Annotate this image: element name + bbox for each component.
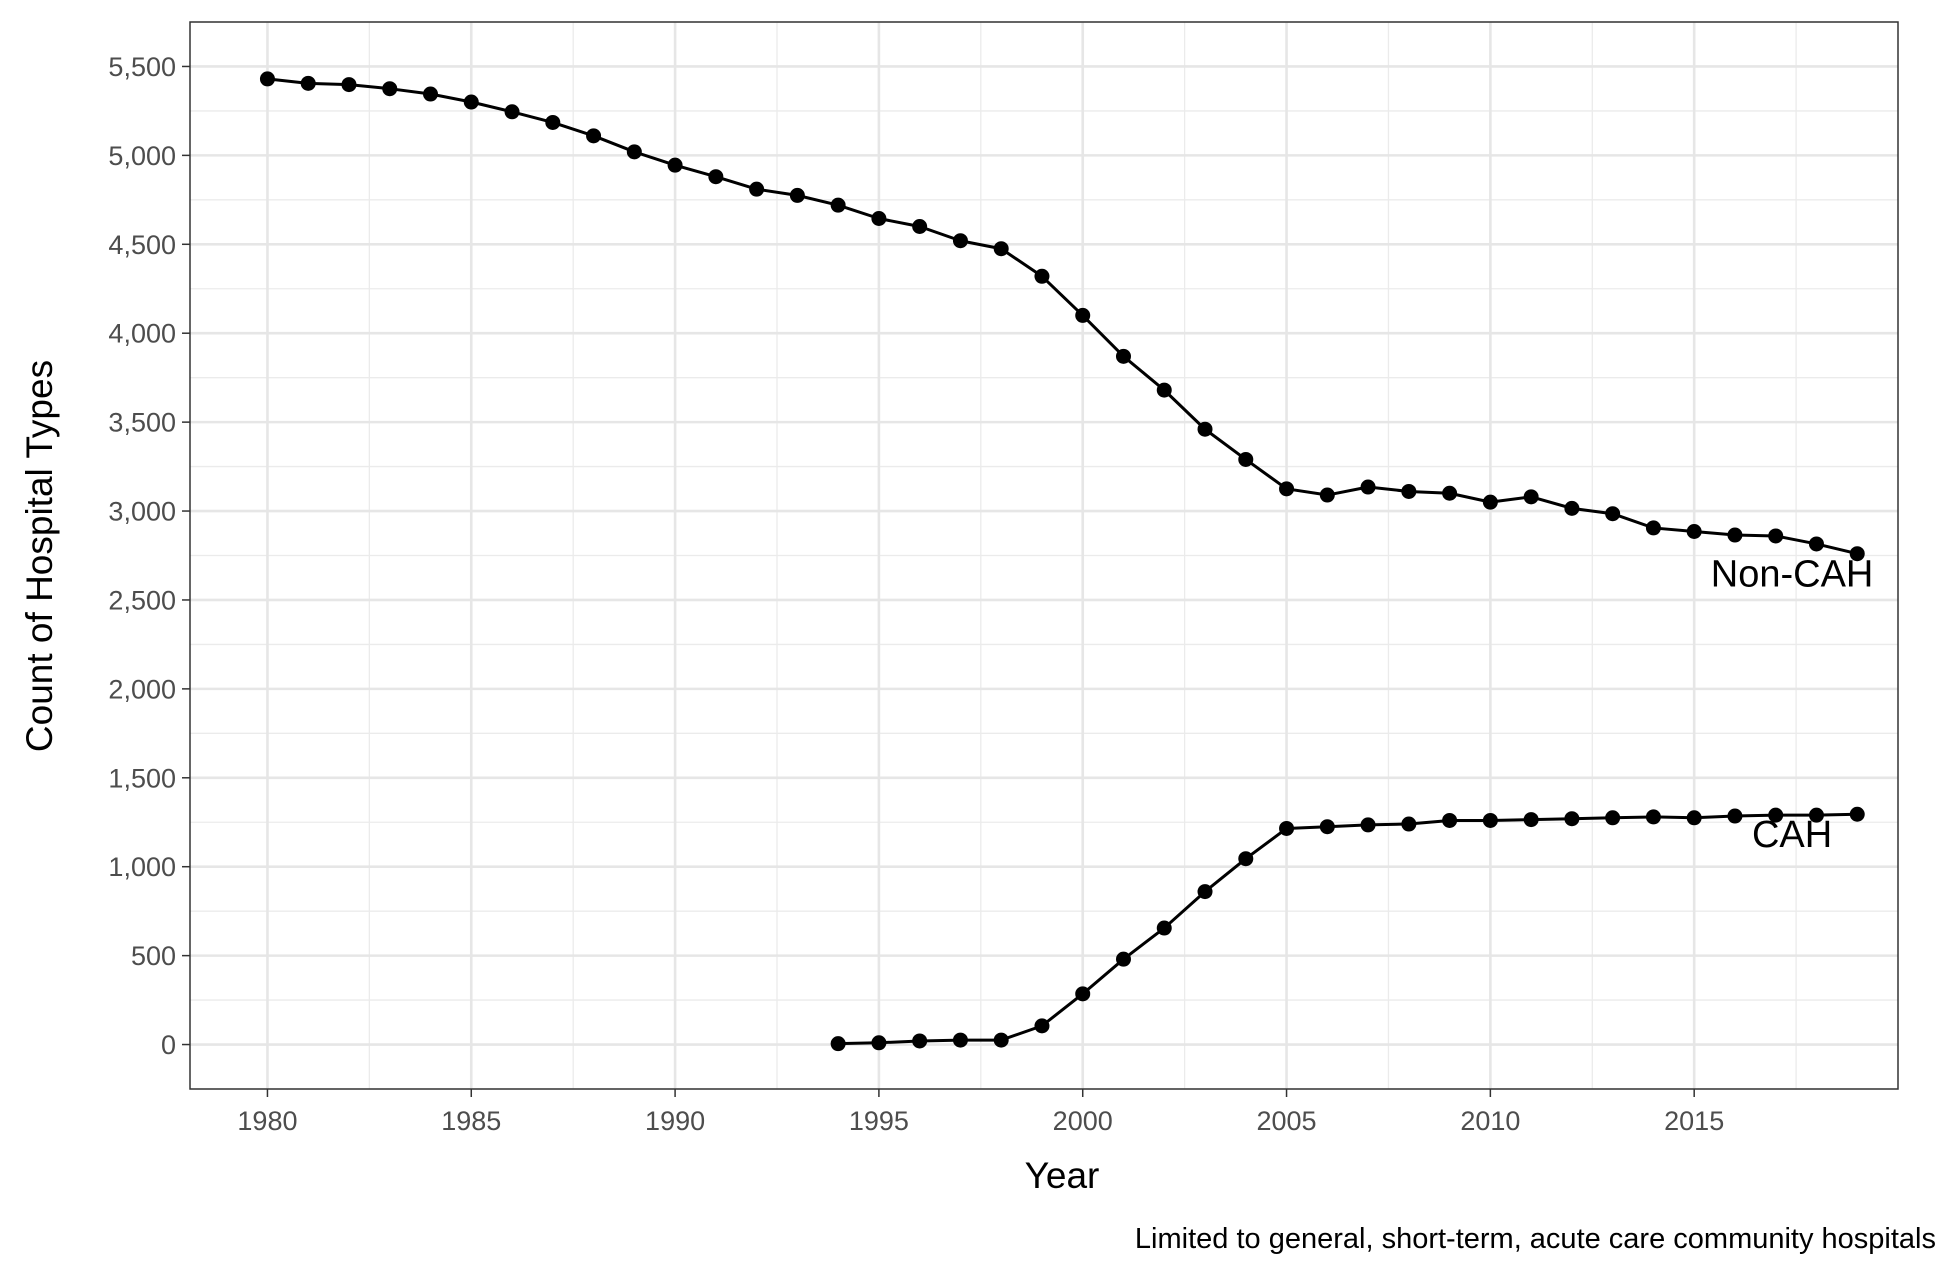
- data-point-non-cah: [341, 77, 357, 93]
- data-point-cah: [1279, 820, 1295, 836]
- data-point-non-cah: [382, 81, 398, 97]
- y-tick-label: 4,500: [108, 230, 176, 260]
- data-point-non-cah: [1686, 523, 1702, 539]
- series-label-non-cah: Non-CAH: [1711, 554, 1874, 596]
- data-point-non-cah: [1482, 494, 1498, 510]
- x-axis-ticks: 1980 1985 1990 1995 2000 2005 2010 2015: [237, 1089, 1724, 1136]
- series-label-cah: CAH: [1752, 814, 1832, 856]
- data-point-non-cah: [1605, 506, 1621, 522]
- data-point-non-cah: [830, 197, 846, 213]
- series-line-non-cah: [267, 77, 1858, 556]
- series-layer: [259, 71, 1865, 1052]
- data-point-cah: [1034, 1018, 1050, 1034]
- data-point-non-cah: [1075, 307, 1091, 323]
- data-point-cah: [1849, 806, 1865, 822]
- data-point-cah: [1360, 817, 1376, 833]
- y-tick-label: 5,000: [108, 141, 176, 171]
- series-labels: Non-CAH CAH: [1711, 554, 1874, 857]
- data-point-non-cah: [1319, 487, 1335, 503]
- data-point-cah: [871, 1035, 887, 1051]
- data-point-cah: [1238, 851, 1254, 867]
- data-point-non-cah: [1442, 485, 1458, 501]
- data-point-cah: [952, 1032, 968, 1048]
- y-tick-label: 1,500: [108, 763, 176, 793]
- data-point-cah: [1605, 810, 1621, 826]
- x-tick-label: 2000: [1053, 1106, 1113, 1136]
- data-point-non-cah: [1034, 268, 1050, 284]
- data-point-non-cah: [1768, 528, 1784, 544]
- x-tick-label: 2005: [1257, 1106, 1317, 1136]
- data-point-cah: [1115, 951, 1131, 967]
- data-point-non-cah: [749, 181, 765, 197]
- data-point-cah: [1808, 807, 1824, 823]
- data-point-non-cah: [993, 241, 1009, 257]
- x-tick-label: 1980: [237, 1106, 297, 1136]
- y-tick-label: 3,000: [108, 497, 176, 527]
- data-point-cah: [1197, 884, 1213, 900]
- data-point-non-cah: [789, 187, 805, 203]
- data-point-cah: [1645, 809, 1661, 825]
- data-point-non-cah: [667, 157, 683, 173]
- y-tick-label: 2,000: [108, 674, 176, 704]
- chart-caption: Limited to general, short-term, acute ca…: [1135, 1223, 1936, 1255]
- y-tick-label: 0: [161, 1030, 176, 1060]
- data-point-non-cah: [259, 71, 275, 87]
- data-point-cah: [1768, 807, 1784, 823]
- data-point-non-cah: [1156, 382, 1172, 398]
- y-tick-label: 4,000: [108, 319, 176, 349]
- plot-panel-border: [189, 21, 1899, 1090]
- y-axis-title: Count of Hospital Types: [19, 360, 60, 752]
- data-point-non-cah: [1564, 500, 1580, 516]
- data-point-cah: [1523, 812, 1539, 828]
- data-point-non-cah: [586, 128, 602, 144]
- data-point-cah: [993, 1032, 1009, 1048]
- y-tick-label: 500: [131, 941, 176, 971]
- data-point-non-cah: [1238, 451, 1254, 467]
- data-point-non-cah: [1523, 489, 1539, 505]
- y-tick-label: 1,000: [108, 852, 176, 882]
- data-point-cah: [830, 1036, 846, 1052]
- data-point-non-cah: [1115, 348, 1131, 364]
- data-point-cah: [1156, 920, 1172, 936]
- data-point-non-cah: [871, 211, 887, 227]
- x-tick-label: 2015: [1664, 1106, 1724, 1136]
- data-point-non-cah: [1808, 536, 1824, 552]
- data-point-cah: [1319, 819, 1335, 835]
- data-point-cah: [1401, 816, 1417, 832]
- data-point-cah: [1442, 812, 1458, 828]
- data-point-non-cah: [1849, 546, 1865, 562]
- y-axis-ticks: 0 500 1,000 1,500 2,000 2,500 3,000 3,500 4,000 4…: [108, 52, 190, 1060]
- x-tick-label: 1985: [441, 1106, 501, 1136]
- data-point-non-cah: [1197, 421, 1213, 437]
- data-point-non-cah: [1645, 520, 1661, 536]
- data-point-non-cah: [463, 94, 479, 110]
- data-point-cah: [912, 1033, 928, 1049]
- x-axis-title: Year: [1025, 1155, 1100, 1196]
- data-point-non-cah: [708, 169, 724, 185]
- data-point-non-cah: [952, 233, 968, 249]
- data-point-non-cah: [626, 144, 642, 160]
- data-point-non-cah: [1279, 481, 1295, 497]
- x-tick-label: 1995: [849, 1106, 909, 1136]
- data-point-non-cah: [300, 75, 316, 91]
- data-point-cah: [1564, 811, 1580, 827]
- data-point-non-cah: [1360, 479, 1376, 495]
- y-tick-label: 3,500: [108, 408, 176, 438]
- data-point-non-cah: [912, 219, 928, 235]
- data-point-non-cah: [545, 114, 561, 130]
- data-point-cah: [1727, 808, 1743, 824]
- data-point-cah: [1482, 812, 1498, 828]
- data-point-non-cah: [1727, 527, 1743, 543]
- x-tick-label: 2010: [1460, 1106, 1520, 1136]
- data-point-cah: [1075, 986, 1091, 1002]
- y-tick-label: 2,500: [108, 585, 176, 615]
- data-point-non-cah: [1401, 483, 1417, 499]
- data-point-non-cah: [504, 104, 520, 120]
- y-tick-label: 5,500: [108, 52, 176, 82]
- data-point-non-cah: [423, 86, 439, 102]
- data-point-cah: [1686, 810, 1702, 826]
- x-tick-label: 1990: [645, 1106, 705, 1136]
